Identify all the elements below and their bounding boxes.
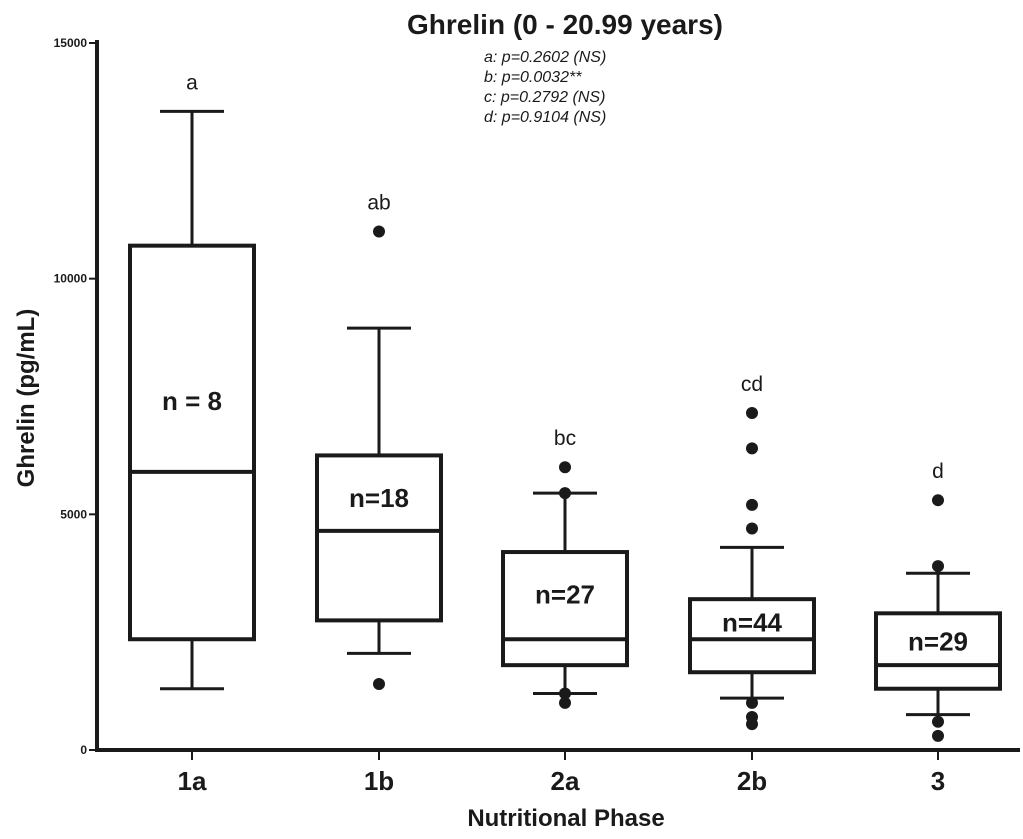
n-label: n=18 (349, 483, 409, 513)
box-iqr (874, 611, 1002, 691)
box-group-3: n=29 d (874, 460, 1002, 742)
p-value-annotation: a: p=0.2602 (NS) (484, 49, 606, 66)
y-ticks: 0 5000 10000 15000 (54, 36, 97, 757)
box-iqr (688, 597, 816, 675)
outlier-point (932, 715, 944, 728)
box-group-2a: n=27 bc (501, 427, 629, 709)
n-label: n = 8 (162, 386, 222, 416)
outlier-point (746, 696, 758, 709)
box-group-1b: n=18 ab (315, 192, 443, 691)
outlier-point (559, 696, 571, 709)
y-tick-label: 15000 (54, 36, 88, 50)
chart-title: Ghrelin (0 - 20.99 years) (407, 9, 723, 40)
p-value-annotation: d: p=0.9104 (NS) (484, 109, 606, 126)
significance-label: ab (367, 192, 390, 215)
x-tick-label: 1b (364, 766, 394, 796)
outlier-point (932, 729, 944, 742)
box-iqr (128, 243, 256, 642)
x-ticks: 1a 1b 2a 2b 3 (178, 750, 945, 796)
y-tick-label: 10000 (54, 272, 88, 286)
outlier-point (746, 406, 758, 419)
outlier-point (373, 678, 385, 691)
p-value-annotation: b: p=0.0032** (484, 69, 582, 86)
outlier-point (559, 461, 571, 474)
significance-label: d (932, 460, 944, 483)
x-tick-label: 1a (178, 766, 207, 796)
box-iqr (501, 550, 629, 668)
n-label: n=27 (535, 579, 595, 609)
y-tick-label: 5000 (60, 507, 87, 521)
box-series: n = 8 a n=18 ab n=27 bc n=44 cd n=29 d (128, 71, 1002, 742)
box-group-2b: n=44 cd (688, 373, 816, 731)
x-tick-label: 2a (551, 766, 580, 796)
y-tick-label: 0 (80, 743, 87, 757)
outlier-point (932, 560, 944, 573)
outlier-point (932, 494, 944, 507)
x-tick-label: 2b (737, 766, 767, 796)
outlier-point (746, 711, 758, 724)
p-value-annotations: a: p=0.2602 (NS) b: p=0.0032** c: p=0.2792… (484, 49, 606, 126)
box-iqr (315, 453, 443, 623)
n-label: n=44 (722, 608, 783, 638)
significance-label: cd (741, 373, 763, 396)
box-group-1a: n = 8 a (128, 71, 256, 691)
significance-label: bc (554, 427, 576, 450)
outlier-point (746, 522, 758, 535)
outlier-point (559, 687, 571, 700)
y-axis-title: Ghrelin (pg/mL) (13, 309, 40, 488)
x-axis-title: Nutritional Phase (467, 805, 664, 832)
p-value-annotation: c: p=0.2792 (NS) (484, 89, 605, 106)
outlier-point (559, 487, 571, 500)
outlier-point (373, 225, 385, 238)
x-tick-label: 3 (931, 766, 945, 796)
outlier-point (746, 442, 758, 455)
outlier-point (746, 498, 758, 511)
significance-label: a (186, 71, 198, 94)
n-label: n=29 (908, 627, 968, 657)
